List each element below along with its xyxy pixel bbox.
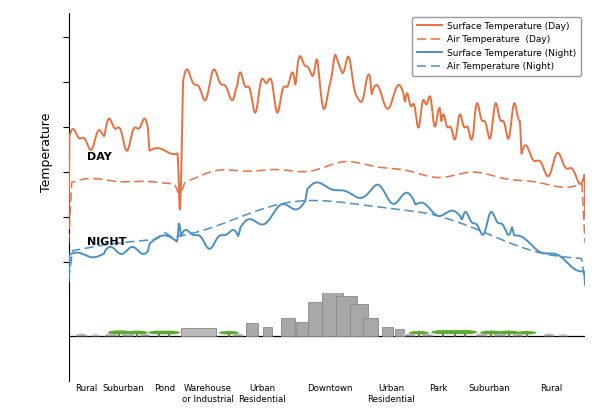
Bar	[263, 327, 272, 336]
Circle shape	[443, 330, 467, 334]
Polygon shape	[105, 333, 116, 334]
Text: Suburban: Suburban	[469, 384, 510, 393]
Circle shape	[498, 331, 519, 334]
Bar	[363, 318, 378, 336]
Y-axis label: Temperature: Temperature	[39, 113, 53, 192]
Text: NIGHT: NIGHT	[87, 237, 126, 247]
Circle shape	[108, 330, 131, 334]
Bar	[76, 334, 87, 336]
Bar	[559, 334, 568, 336]
Text: Park: Park	[429, 384, 447, 393]
Bar	[382, 327, 393, 336]
Circle shape	[431, 330, 455, 334]
Bar	[105, 334, 116, 336]
Legend: Surface Temperature (Day), Air Temperature  (Day), Surface Temperature (Night), : Surface Temperature (Day), Air Temperatu…	[413, 17, 580, 76]
Bar	[91, 334, 100, 336]
Bar	[494, 334, 506, 336]
Bar	[476, 334, 488, 336]
Bar	[233, 334, 243, 336]
Text: DAY: DAY	[87, 152, 112, 162]
Bar	[140, 334, 150, 336]
Text: Rural: Rural	[76, 384, 98, 393]
Bar	[122, 334, 134, 336]
Bar	[247, 323, 258, 336]
Polygon shape	[494, 333, 506, 334]
Bar	[404, 334, 415, 336]
Bar	[307, 302, 327, 336]
Bar	[544, 334, 554, 336]
Text: Warehouse
or Industrial: Warehouse or Industrial	[182, 384, 234, 404]
Text: Urban
Residential: Urban Residential	[368, 384, 416, 404]
Bar	[395, 329, 404, 336]
Bar	[336, 296, 357, 336]
Bar	[350, 304, 368, 336]
Polygon shape	[476, 333, 488, 334]
Circle shape	[480, 331, 502, 334]
Bar	[281, 318, 296, 336]
Circle shape	[219, 331, 239, 334]
Circle shape	[159, 331, 180, 334]
Circle shape	[148, 331, 170, 334]
Text: Pond: Pond	[153, 384, 175, 393]
Circle shape	[517, 331, 537, 334]
Bar	[322, 291, 343, 336]
Bar	[513, 334, 523, 336]
Bar	[423, 334, 433, 336]
Bar	[296, 322, 307, 336]
Text: Rural: Rural	[540, 384, 562, 393]
Circle shape	[126, 331, 147, 334]
Bar	[181, 328, 216, 336]
Circle shape	[409, 331, 429, 334]
Text: Suburban: Suburban	[102, 384, 144, 393]
Text: Urban
Residential: Urban Residential	[238, 384, 286, 404]
Circle shape	[453, 330, 477, 334]
Text: Downtown: Downtown	[307, 384, 352, 393]
Polygon shape	[122, 333, 134, 334]
